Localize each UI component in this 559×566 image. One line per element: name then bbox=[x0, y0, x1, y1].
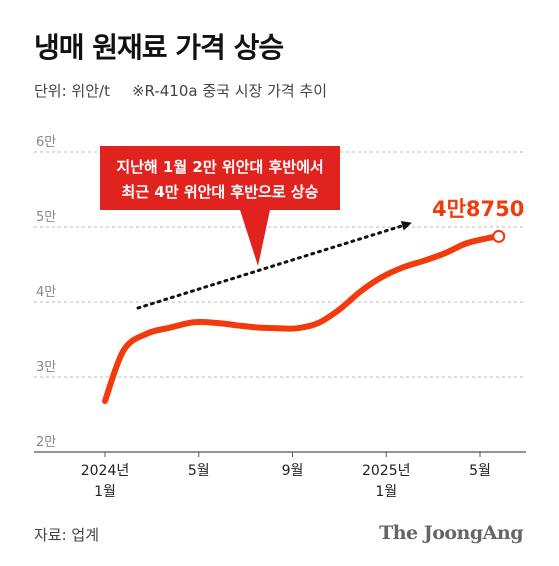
unit-label: 단위: 위안/t bbox=[34, 82, 110, 100]
series-layer bbox=[102, 229, 506, 404]
x-tick-label: 2025년 bbox=[362, 463, 411, 479]
chart-note: ※R-410a 중국 시장 가격 추이 bbox=[131, 82, 328, 100]
x-tick-label-line2: 1월 bbox=[94, 484, 116, 500]
x-tick-label: 2024년 bbox=[81, 463, 130, 479]
y-axis-ticks: 2만 3만 4만 5만 6만 bbox=[36, 135, 56, 450]
y-tick-label: 3만 bbox=[36, 360, 56, 375]
trend-arrow bbox=[136, 221, 412, 310]
y-tick-label: 5만 bbox=[36, 210, 56, 225]
callout-line-2: 최근 4만 위안대 후반으로 상승 bbox=[122, 183, 319, 201]
end-point-marker bbox=[492, 229, 506, 243]
callout-box: 지난해 1월 2만 위안대 후반에서 최근 4만 위안대 후반으로 상승 bbox=[100, 146, 340, 266]
y-tick-label: 4만 bbox=[36, 285, 56, 300]
y-tick-label: 2만 bbox=[36, 435, 56, 450]
source-note: 자료: 업계 bbox=[34, 526, 100, 544]
x-tick-label-line2: 1월 bbox=[375, 484, 397, 500]
x-tick-label: 5월 bbox=[188, 463, 210, 479]
x-tick-label: 5월 bbox=[469, 463, 491, 479]
callout-line-1: 지난해 1월 2만 위안대 후반에서 bbox=[116, 158, 323, 176]
page-title: 냉매 원재료 가격 상승 bbox=[34, 31, 284, 64]
end-value-label: 4만8750 bbox=[432, 197, 524, 221]
callout-background bbox=[100, 146, 340, 266]
brand-logo: The JoongAng bbox=[379, 522, 523, 544]
y-tick-label: 6만 bbox=[36, 135, 56, 150]
x-tick-label: 9월 bbox=[282, 463, 304, 479]
chart-subtitle: 단위: 위안/t ※R-410a 중국 시장 가격 추이 bbox=[34, 80, 327, 101]
x-axis-labels: 2024년 1월 5월 9월 2025년 1월 5월 bbox=[81, 452, 491, 500]
price-line bbox=[102, 233, 502, 404]
